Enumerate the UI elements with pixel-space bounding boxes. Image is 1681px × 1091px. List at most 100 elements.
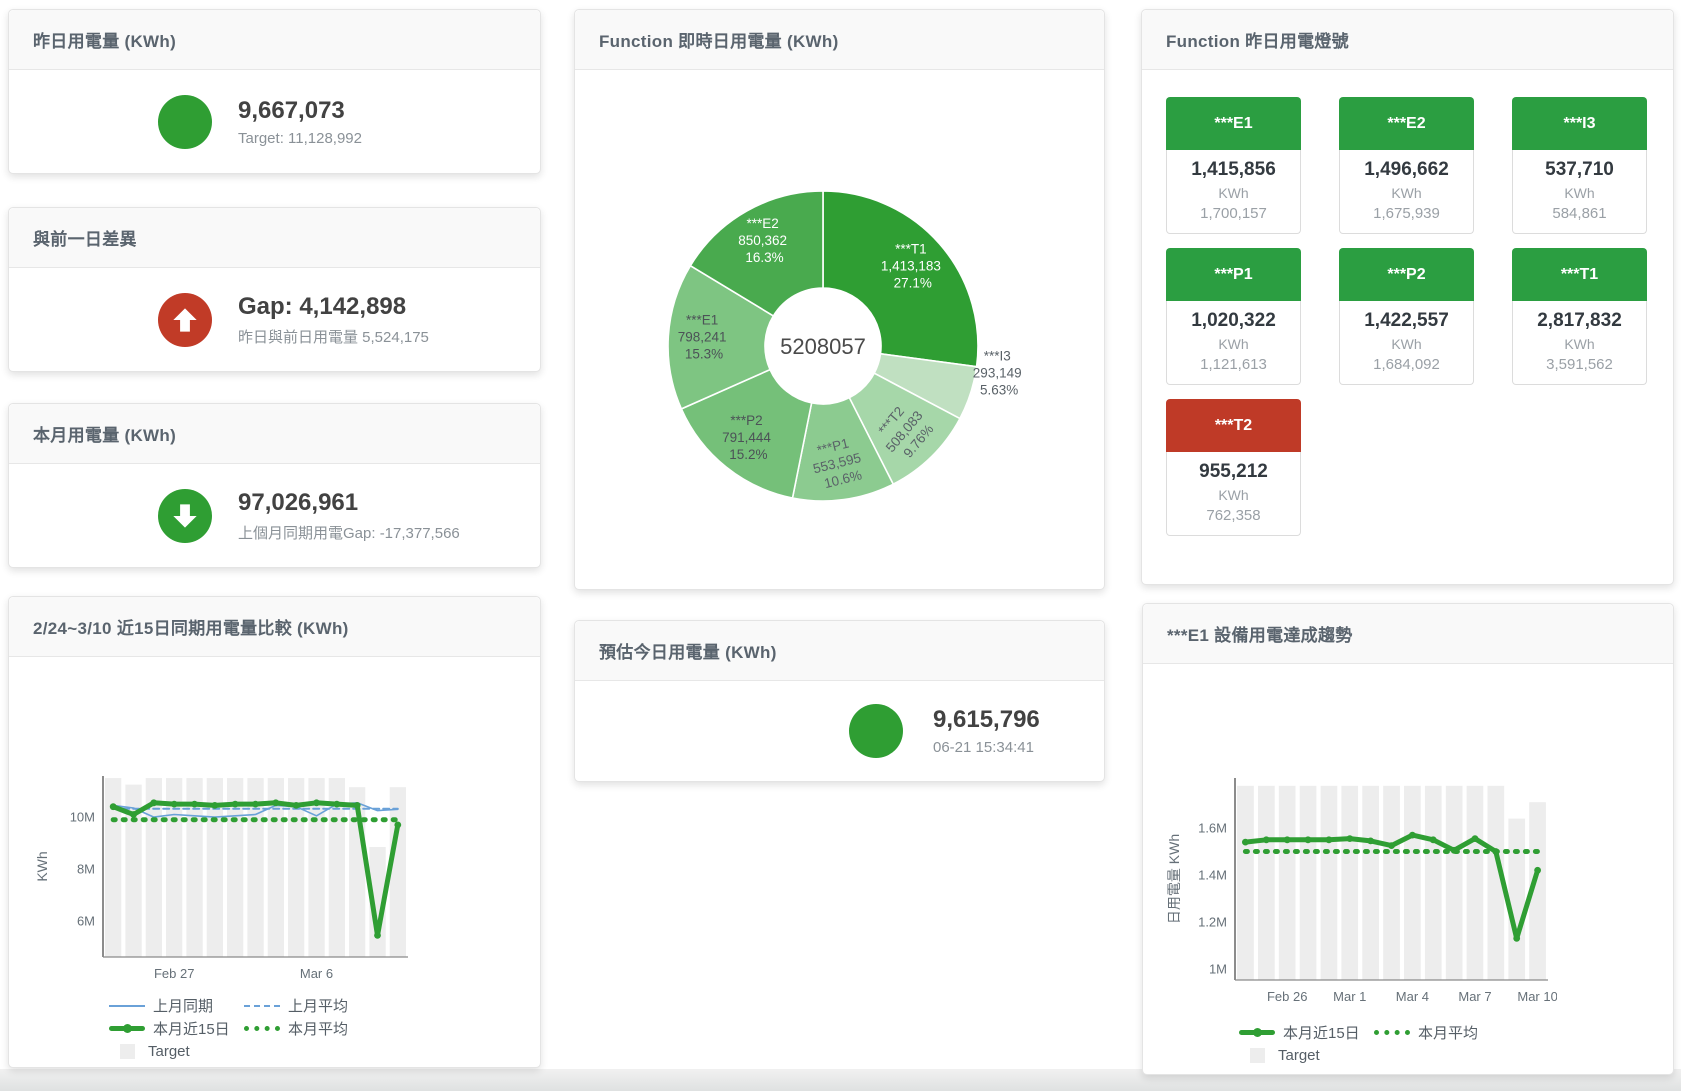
tile-status-header: ***T2	[1166, 399, 1301, 452]
svg-text:Mar 4: Mar 4	[1396, 989, 1429, 1004]
compare-line-chart[interactable]: 6M 8M 10M Feb 27 Mar 6 KWh	[17, 764, 418, 987]
status-circle-icon	[158, 95, 212, 149]
donut-slice-label: ***T1 1,413,183 27.1%	[881, 242, 945, 291]
tile-status-header: ***E2	[1339, 97, 1474, 150]
legend-swatch-icon	[244, 1026, 280, 1031]
tile-unit: KWh	[1564, 185, 1595, 201]
status-tile-P2: ***P2 1,422,557 KWh 1,684,092	[1339, 248, 1474, 385]
status-tile-I3: ***I3 537,710 KWh 584,861	[1512, 97, 1647, 234]
legend-label: 上月平均	[288, 998, 349, 1015]
line-series-本月近15日[interactable]	[109, 799, 402, 939]
card-title: 預估今日用電量 (KWh)	[599, 643, 777, 662]
tile-value: 1,415,856	[1191, 159, 1276, 180]
tile-value: 1,422,557	[1364, 310, 1449, 331]
donut-center-total: 5208057	[780, 334, 866, 359]
trend-chart-legend: 本月近15日 本月平均 Target	[1239, 1021, 1673, 1067]
tile-value: 1,020,322	[1191, 310, 1276, 331]
legend-item-本月平均[interactable]: 本月平均	[1374, 1022, 1509, 1043]
card-title: 昨日用電量 (KWh)	[33, 32, 177, 51]
svg-text:Mar 6: Mar 6	[300, 966, 333, 981]
legend-item-上月平均[interactable]: 上月平均	[244, 995, 379, 1016]
tile-body: 537,710 KWh 584,861	[1512, 150, 1647, 234]
card-title: 本月用電量 (KWh)	[33, 426, 177, 445]
legend-swatch-icon	[1374, 1030, 1410, 1035]
tile-value: 955,212	[1199, 461, 1268, 482]
donut-slice-label: ***I3 293,149 5.63%	[973, 349, 1026, 398]
status-tile-P1: ***P1 1,020,322 KWh 1,121,613	[1166, 248, 1301, 385]
svg-text:6M: 6M	[77, 914, 95, 929]
tile-body: 955,212 KWh 762,358	[1166, 452, 1301, 536]
tile-status-header: ***P1	[1166, 248, 1301, 301]
donut-slice-label: ***P2 791,444 15.2%	[722, 413, 775, 462]
legend-row: Target	[109, 1040, 540, 1063]
svg-text:Mar 1: Mar 1	[1333, 989, 1366, 1004]
tile-status-header: ***I3	[1512, 97, 1647, 150]
legend-item-Target[interactable]: Target	[1239, 1047, 1374, 1064]
card-title: Function 昨日用電燈號	[1166, 32, 1349, 51]
e1-trend-line-chart[interactable]: 1M 1.2M 1.4M 1.6M Feb 26 Mar 1 Mar 4 Mar 7 Mar 1…	[1166, 766, 1558, 1014]
legend-item-本月近15日[interactable]: 本月近15日	[1239, 1022, 1374, 1043]
tile-target-value: 1,121,613	[1200, 356, 1267, 373]
tile-unit: KWh	[1218, 336, 1249, 352]
tile-status-header: ***P2	[1339, 248, 1474, 301]
legend-item-上月同期[interactable]: 上月同期	[109, 995, 244, 1016]
legend-item-本月近15日[interactable]: 本月近15日	[109, 1018, 244, 1039]
svg-text:日用電量 KWh: 日用電量 KWh	[1167, 834, 1182, 924]
card-realtime-donut: Function 即時日用電量 (KWh) ***T1 1,413,183 27…	[574, 9, 1105, 590]
donut-slice-P2[interactable]	[680, 368, 813, 499]
card-yesterday-usage: 昨日用電量 (KWh) 9,667,073 Target: 11,128,992	[8, 9, 541, 174]
status-circle-icon	[849, 704, 903, 758]
line-series-本月近15日[interactable]	[1242, 831, 1541, 942]
svg-text:KWh: KWh	[34, 851, 50, 881]
bar-series-Target[interactable]	[1237, 785, 1546, 980]
realtime-usage-donut-chart[interactable]: ***T1 1,413,183 27.1% ***I3 293,149 5.63…	[575, 70, 1106, 591]
card-header: Function 昨日用電燈號	[1142, 10, 1673, 70]
card-header: Function 即時日用電量 (KWh)	[575, 10, 1104, 70]
arrow-down-icon	[158, 489, 212, 543]
legend-item-Target[interactable]: Target	[109, 1043, 244, 1060]
donut-slice-T1[interactable]	[822, 190, 979, 368]
svg-text:1.6M: 1.6M	[1198, 821, 1227, 836]
legend-swatch-icon	[120, 1044, 135, 1059]
kpi-timestamp: 06-21 15:34:41	[933, 739, 1034, 756]
tile-body: 2,817,832 KWh 3,591,562	[1512, 301, 1647, 385]
legend-swatch-icon	[1250, 1048, 1265, 1063]
legend-swatch-icon	[109, 1004, 145, 1007]
donut-slice-E1[interactable]	[667, 264, 775, 410]
donut-slice-label: ***E2 850,362 16.3%	[738, 216, 791, 265]
kpi-subtitle: 上個月同期用電Gap: -17,377,566	[238, 525, 460, 542]
tile-unit: KWh	[1391, 185, 1422, 201]
card-header: 昨日用電量 (KWh)	[9, 10, 540, 70]
donut-slice-E2[interactable]	[689, 190, 824, 317]
legend-swatch-icon	[1239, 1028, 1275, 1037]
donut-slice-label: ***E1 798,241 15.3%	[678, 312, 731, 361]
status-tile-E1: ***E1 1,415,856 KWh 1,700,157	[1166, 97, 1301, 234]
svg-text:Feb 27: Feb 27	[154, 966, 194, 981]
tile-target-value: 584,861	[1552, 205, 1607, 222]
tile-body: 1,496,662 KWh 1,675,939	[1339, 150, 1474, 234]
kpi-value: 97,026,961	[238, 489, 359, 516]
legend-row: 本月近15日 本月平均	[1239, 1021, 1673, 1044]
tile-target-value: 3,591,562	[1546, 356, 1613, 373]
svg-text:10M: 10M	[70, 810, 95, 825]
legend-label: 本月平均	[288, 1021, 349, 1038]
tile-body: 1,422,557 KWh 1,684,092	[1339, 301, 1474, 385]
svg-text:1.2M: 1.2M	[1198, 915, 1227, 930]
bar-series-Target[interactable]	[105, 778, 406, 957]
legend-row: 上月同期 上月平均	[109, 994, 540, 1017]
card-header: 與前一日差異	[9, 208, 540, 268]
tile-target-value: 1,684,092	[1373, 356, 1440, 373]
tile-body: 1,020,322 KWh 1,121,613	[1166, 301, 1301, 385]
tile-value: 2,817,832	[1537, 310, 1622, 331]
tile-status-header: ***E1	[1166, 97, 1301, 150]
legend-item-本月平均[interactable]: 本月平均	[244, 1018, 379, 1039]
status-tile-E2: ***E2 1,496,662 KWh 1,675,939	[1339, 97, 1474, 234]
tile-value: 1,496,662	[1364, 159, 1449, 180]
card-yesterday-status-lights: Function 昨日用電燈號 ***E1 1,415,856 KWh 1,700,1…	[1141, 9, 1674, 585]
card-day-gap: 與前一日差異 Gap: 4,142,898 昨日與前日用電量 5,524,175	[8, 207, 541, 372]
svg-text:Mar 7: Mar 7	[1458, 989, 1491, 1004]
svg-text:1.4M: 1.4M	[1198, 868, 1227, 883]
tile-value: 537,710	[1545, 159, 1614, 180]
status-tile-T1: ***T1 2,817,832 KWh 3,591,562	[1512, 248, 1647, 385]
card-title: 與前一日差異	[33, 230, 137, 249]
